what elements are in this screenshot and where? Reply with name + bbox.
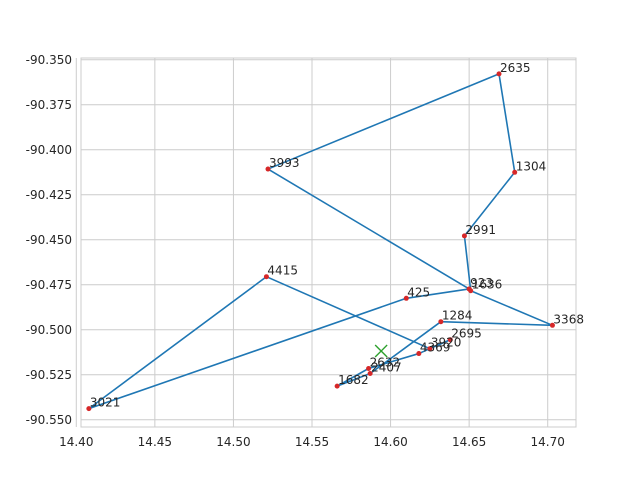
route-segment [336, 367, 370, 387]
route-segment [265, 275, 431, 350]
y-tick-label: -90.500 [26, 323, 72, 337]
route-point [86, 406, 92, 412]
point-label: 2635 [500, 61, 531, 75]
x-tick-label: 14.70 [531, 435, 565, 449]
point-label: 3993 [269, 156, 300, 170]
y-tick-label: -90.375 [26, 98, 72, 112]
route-segment [418, 338, 452, 355]
route-point [416, 351, 422, 357]
point-label: 2407 [371, 361, 402, 375]
route-point [447, 337, 453, 343]
y-tick-label: -90.475 [26, 278, 72, 292]
route-segment [405, 288, 470, 300]
x-tick-label: 14.40 [59, 435, 93, 449]
y-axis-ticks: -90.350 -90.375 -90.400 -90.425 -90.450 -90.4… [26, 53, 72, 427]
route-segment [88, 275, 268, 410]
route-point [265, 166, 271, 172]
route-point [496, 71, 502, 77]
x-tick-label: 14.60 [373, 435, 407, 449]
route-segment [498, 73, 516, 174]
point-label: 4415 [267, 264, 298, 278]
marker-stroke [374, 344, 388, 358]
point-label: 2632 [370, 356, 401, 370]
y-tick-label: -90.450 [26, 233, 72, 247]
x-tick-label: 14.45 [138, 435, 172, 449]
point-label: 3368 [553, 312, 584, 326]
point-label: 1636 [472, 278, 503, 292]
route-point [461, 233, 467, 239]
point-label: 425 [407, 285, 430, 299]
point-label: 1682 [338, 373, 369, 387]
point-label: 2991 [465, 223, 496, 237]
route-point [549, 322, 555, 328]
y-tick-label: -90.550 [26, 413, 72, 427]
route-point [427, 346, 433, 352]
route-segment [469, 289, 554, 327]
y-tick-label: -90.350 [26, 53, 72, 67]
route-point [438, 319, 444, 325]
plot-area-frame [80, 57, 577, 428]
point-label: 1284 [442, 309, 473, 323]
route-segment [88, 297, 408, 410]
point-label: 3021 [90, 396, 121, 410]
route-points [86, 71, 555, 412]
route-segment [267, 73, 500, 170]
y-tick-label: -90.425 [26, 188, 72, 202]
route-segment [367, 352, 420, 370]
point-label: 1304 [516, 159, 547, 173]
x-tick-label: 14.65 [452, 435, 486, 449]
y-tick-label: -90.525 [26, 368, 72, 382]
route-point [466, 286, 472, 292]
route-point [403, 295, 409, 301]
x-tick-label: 14.55 [295, 435, 329, 449]
route-segment [463, 235, 472, 292]
x-tick-label: 14.50 [216, 435, 250, 449]
route-point [263, 274, 269, 280]
point-label: 3920 [431, 336, 462, 350]
grid [75, 58, 576, 427]
route-segment [463, 171, 516, 237]
route-segment [267, 168, 470, 290]
route-point [334, 383, 340, 389]
route-point [367, 371, 373, 377]
x-axis-ticks: 14.40 14.45 14.50 14.55 14.60 14.65 14.70 [59, 435, 565, 449]
point-label: 923 [470, 276, 493, 290]
start-marker [374, 344, 388, 358]
point-label: 2695 [451, 327, 482, 341]
route-segment [440, 320, 554, 327]
route-point [366, 366, 372, 371]
route-point [512, 169, 518, 175]
route-segment [336, 372, 371, 387]
point-label: 4369 [420, 341, 451, 355]
route-lines [88, 73, 554, 410]
route-segment [369, 320, 442, 375]
y-tick-label: -90.400 [26, 143, 72, 157]
